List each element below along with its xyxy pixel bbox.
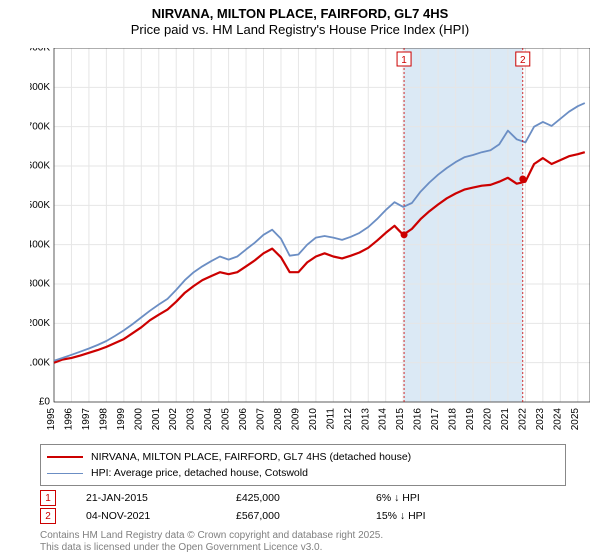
svg-text:2022: 2022 xyxy=(517,408,528,431)
svg-text:1: 1 xyxy=(401,55,407,66)
svg-text:1996: 1996 xyxy=(63,408,74,431)
svg-text:£800K: £800K xyxy=(30,82,50,93)
sale-badge-1: 1 xyxy=(40,490,56,506)
svg-text:£100K: £100K xyxy=(30,357,50,368)
svg-text:2007: 2007 xyxy=(256,408,267,431)
svg-text:£400K: £400K xyxy=(30,239,50,250)
svg-text:2: 2 xyxy=(520,55,526,66)
svg-text:£700K: £700K xyxy=(30,121,50,132)
attribution-line1: Contains HM Land Registry data © Crown c… xyxy=(40,530,383,542)
sale-row-2: 2 04-NOV-2021 £567,000 15% ↓ HPI xyxy=(40,508,580,524)
svg-text:2025: 2025 xyxy=(570,408,581,431)
svg-text:2011: 2011 xyxy=(325,408,336,430)
legend-swatch-hpi xyxy=(47,473,83,474)
svg-text:2004: 2004 xyxy=(203,408,214,431)
svg-text:2017: 2017 xyxy=(430,408,441,431)
sale-badge-2: 2 xyxy=(40,508,56,524)
sale-price-1: £425,000 xyxy=(236,492,376,504)
svg-text:1997: 1997 xyxy=(81,408,92,431)
sale-date-1: 21-JAN-2015 xyxy=(86,492,236,504)
svg-text:£600K: £600K xyxy=(30,161,50,172)
attribution-text: Contains HM Land Registry data © Crown c… xyxy=(40,530,383,554)
svg-text:2016: 2016 xyxy=(413,408,424,431)
svg-text:1995: 1995 xyxy=(46,408,57,431)
svg-text:2005: 2005 xyxy=(221,408,232,431)
svg-text:2014: 2014 xyxy=(378,408,389,431)
chart-title-address: NIRVANA, MILTON PLACE, FAIRFORD, GL7 4HS xyxy=(0,6,600,22)
legend-row-hpi: HPI: Average price, detached house, Cots… xyxy=(47,465,559,481)
legend-label-hpi: HPI: Average price, detached house, Cots… xyxy=(91,467,308,479)
svg-text:2012: 2012 xyxy=(343,408,354,431)
line-chart-svg: £0 £100K £200K £300K £400K £500K £600K £700K £80… xyxy=(30,48,590,438)
svg-text:2015: 2015 xyxy=(395,408,406,431)
sale-pct-2: 15% ↓ HPI xyxy=(376,510,496,522)
svg-text:2013: 2013 xyxy=(360,408,371,431)
svg-text:2020: 2020 xyxy=(482,408,493,431)
chart-title-block: NIRVANA, MILTON PLACE, FAIRFORD, GL7 4HS… xyxy=(0,0,600,37)
chart-area: £0 £100K £200K £300K £400K £500K £600K £700K £80… xyxy=(30,48,590,438)
svg-text:2024: 2024 xyxy=(552,408,563,431)
legend-box: NIRVANA, MILTON PLACE, FAIRFORD, GL7 4HS… xyxy=(40,444,566,486)
legend-label-property: NIRVANA, MILTON PLACE, FAIRFORD, GL7 4HS… xyxy=(91,451,411,463)
svg-text:2000: 2000 xyxy=(133,408,144,431)
svg-text:2003: 2003 xyxy=(186,408,197,431)
svg-text:£0: £0 xyxy=(39,397,51,408)
svg-text:2006: 2006 xyxy=(238,408,249,431)
svg-text:2010: 2010 xyxy=(308,408,319,431)
svg-text:2008: 2008 xyxy=(273,408,284,431)
svg-text:1999: 1999 xyxy=(116,408,127,431)
sale-row-1: 1 21-JAN-2015 £425,000 6% ↓ HPI xyxy=(40,490,580,506)
svg-text:2023: 2023 xyxy=(535,408,546,431)
chart-title-subtitle: Price paid vs. HM Land Registry's House … xyxy=(0,22,600,38)
svg-text:£300K: £300K xyxy=(30,279,50,290)
svg-text:2001: 2001 xyxy=(151,408,162,431)
svg-text:2021: 2021 xyxy=(500,408,511,431)
svg-text:£900K: £900K xyxy=(30,48,50,54)
svg-text:£500K: £500K xyxy=(30,200,50,211)
svg-text:£200K: £200K xyxy=(30,318,50,329)
sale-date-2: 04-NOV-2021 xyxy=(86,510,236,522)
svg-text:2002: 2002 xyxy=(168,408,179,431)
legend-swatch-property xyxy=(47,456,83,458)
sale-pct-1: 6% ↓ HPI xyxy=(376,492,496,504)
svg-text:2009: 2009 xyxy=(290,408,301,431)
svg-text:1998: 1998 xyxy=(98,408,109,431)
legend-row-property: NIRVANA, MILTON PLACE, FAIRFORD, GL7 4HS… xyxy=(47,449,559,465)
svg-text:2018: 2018 xyxy=(448,408,459,431)
attribution-line2: This data is licensed under the Open Gov… xyxy=(40,542,383,554)
svg-text:2019: 2019 xyxy=(465,408,476,431)
sale-price-2: £567,000 xyxy=(236,510,376,522)
